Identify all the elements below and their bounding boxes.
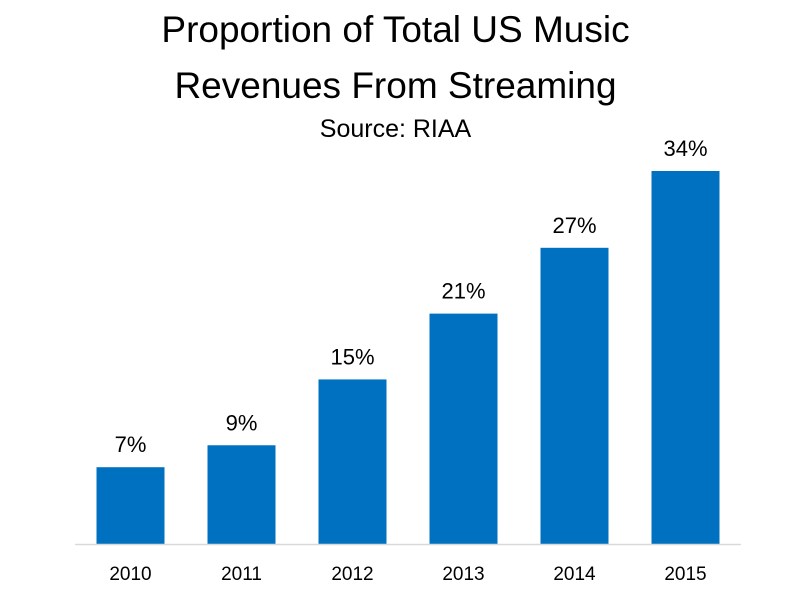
x-tick-label-2012: 2012 — [331, 564, 373, 585]
data-label-2010: 7% — [115, 432, 147, 457]
bar-2015 — [651, 171, 720, 544]
bar-2014 — [540, 247, 609, 544]
x-tick-label-2014: 2014 — [553, 564, 596, 585]
data-labels-group: 7% 9% 15% 21% 27% 34% — [115, 136, 708, 457]
x-tick-label-2010: 2010 — [109, 564, 151, 585]
bar-2011 — [207, 445, 276, 544]
data-label-2014: 27% — [552, 213, 596, 238]
chart-title-line-2: Revenues From Streaming — [174, 65, 617, 106]
x-tick-label-2011: 2011 — [221, 564, 262, 585]
bar-2010 — [96, 467, 165, 544]
data-label-2012: 15% — [330, 344, 374, 369]
bar-2012 — [318, 379, 387, 544]
x-tick-labels-group: 2010 2011 2012 2013 2014 2015 — [109, 564, 706, 585]
chart-title-line-1: Proportion of Total US Music — [161, 9, 630, 50]
data-label-2015: 34% — [663, 136, 707, 161]
x-tick-label-2013: 2013 — [442, 564, 484, 585]
data-label-2013: 21% — [441, 279, 485, 304]
bars-group — [96, 171, 720, 544]
bar-2013 — [429, 313, 498, 544]
data-label-2011: 9% — [226, 410, 258, 435]
chart-subtitle: Source: RIAA — [319, 115, 472, 143]
x-tick-label-2015: 2015 — [664, 564, 706, 585]
